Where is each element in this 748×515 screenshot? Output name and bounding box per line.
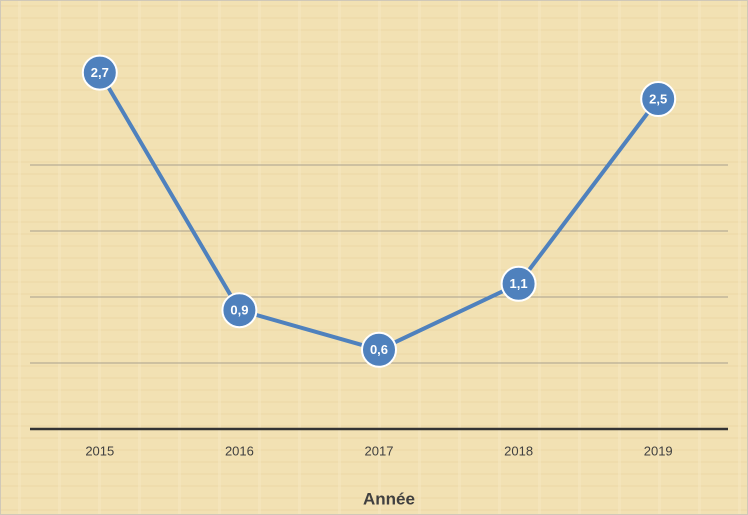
x-axis-title: Année — [363, 489, 415, 508]
x-tick-label: 2016 — [225, 443, 254, 458]
data-label: 2,5 — [649, 91, 667, 106]
data-label: 2,7 — [91, 65, 109, 80]
x-tick-label: 2015 — [85, 443, 114, 458]
marker — [640, 81, 677, 117]
data-label: 0,6 — [370, 342, 388, 357]
x-tick-label: 2017 — [365, 443, 394, 458]
marker — [500, 265, 537, 302]
data-label: 0,9 — [230, 303, 248, 318]
marker — [221, 292, 258, 329]
marker — [81, 54, 118, 91]
marker — [361, 331, 397, 368]
x-tick-label: 2018 — [504, 443, 533, 458]
data-label: 1,1 — [510, 276, 528, 291]
x-tick-label: 2019 — [644, 443, 673, 458]
